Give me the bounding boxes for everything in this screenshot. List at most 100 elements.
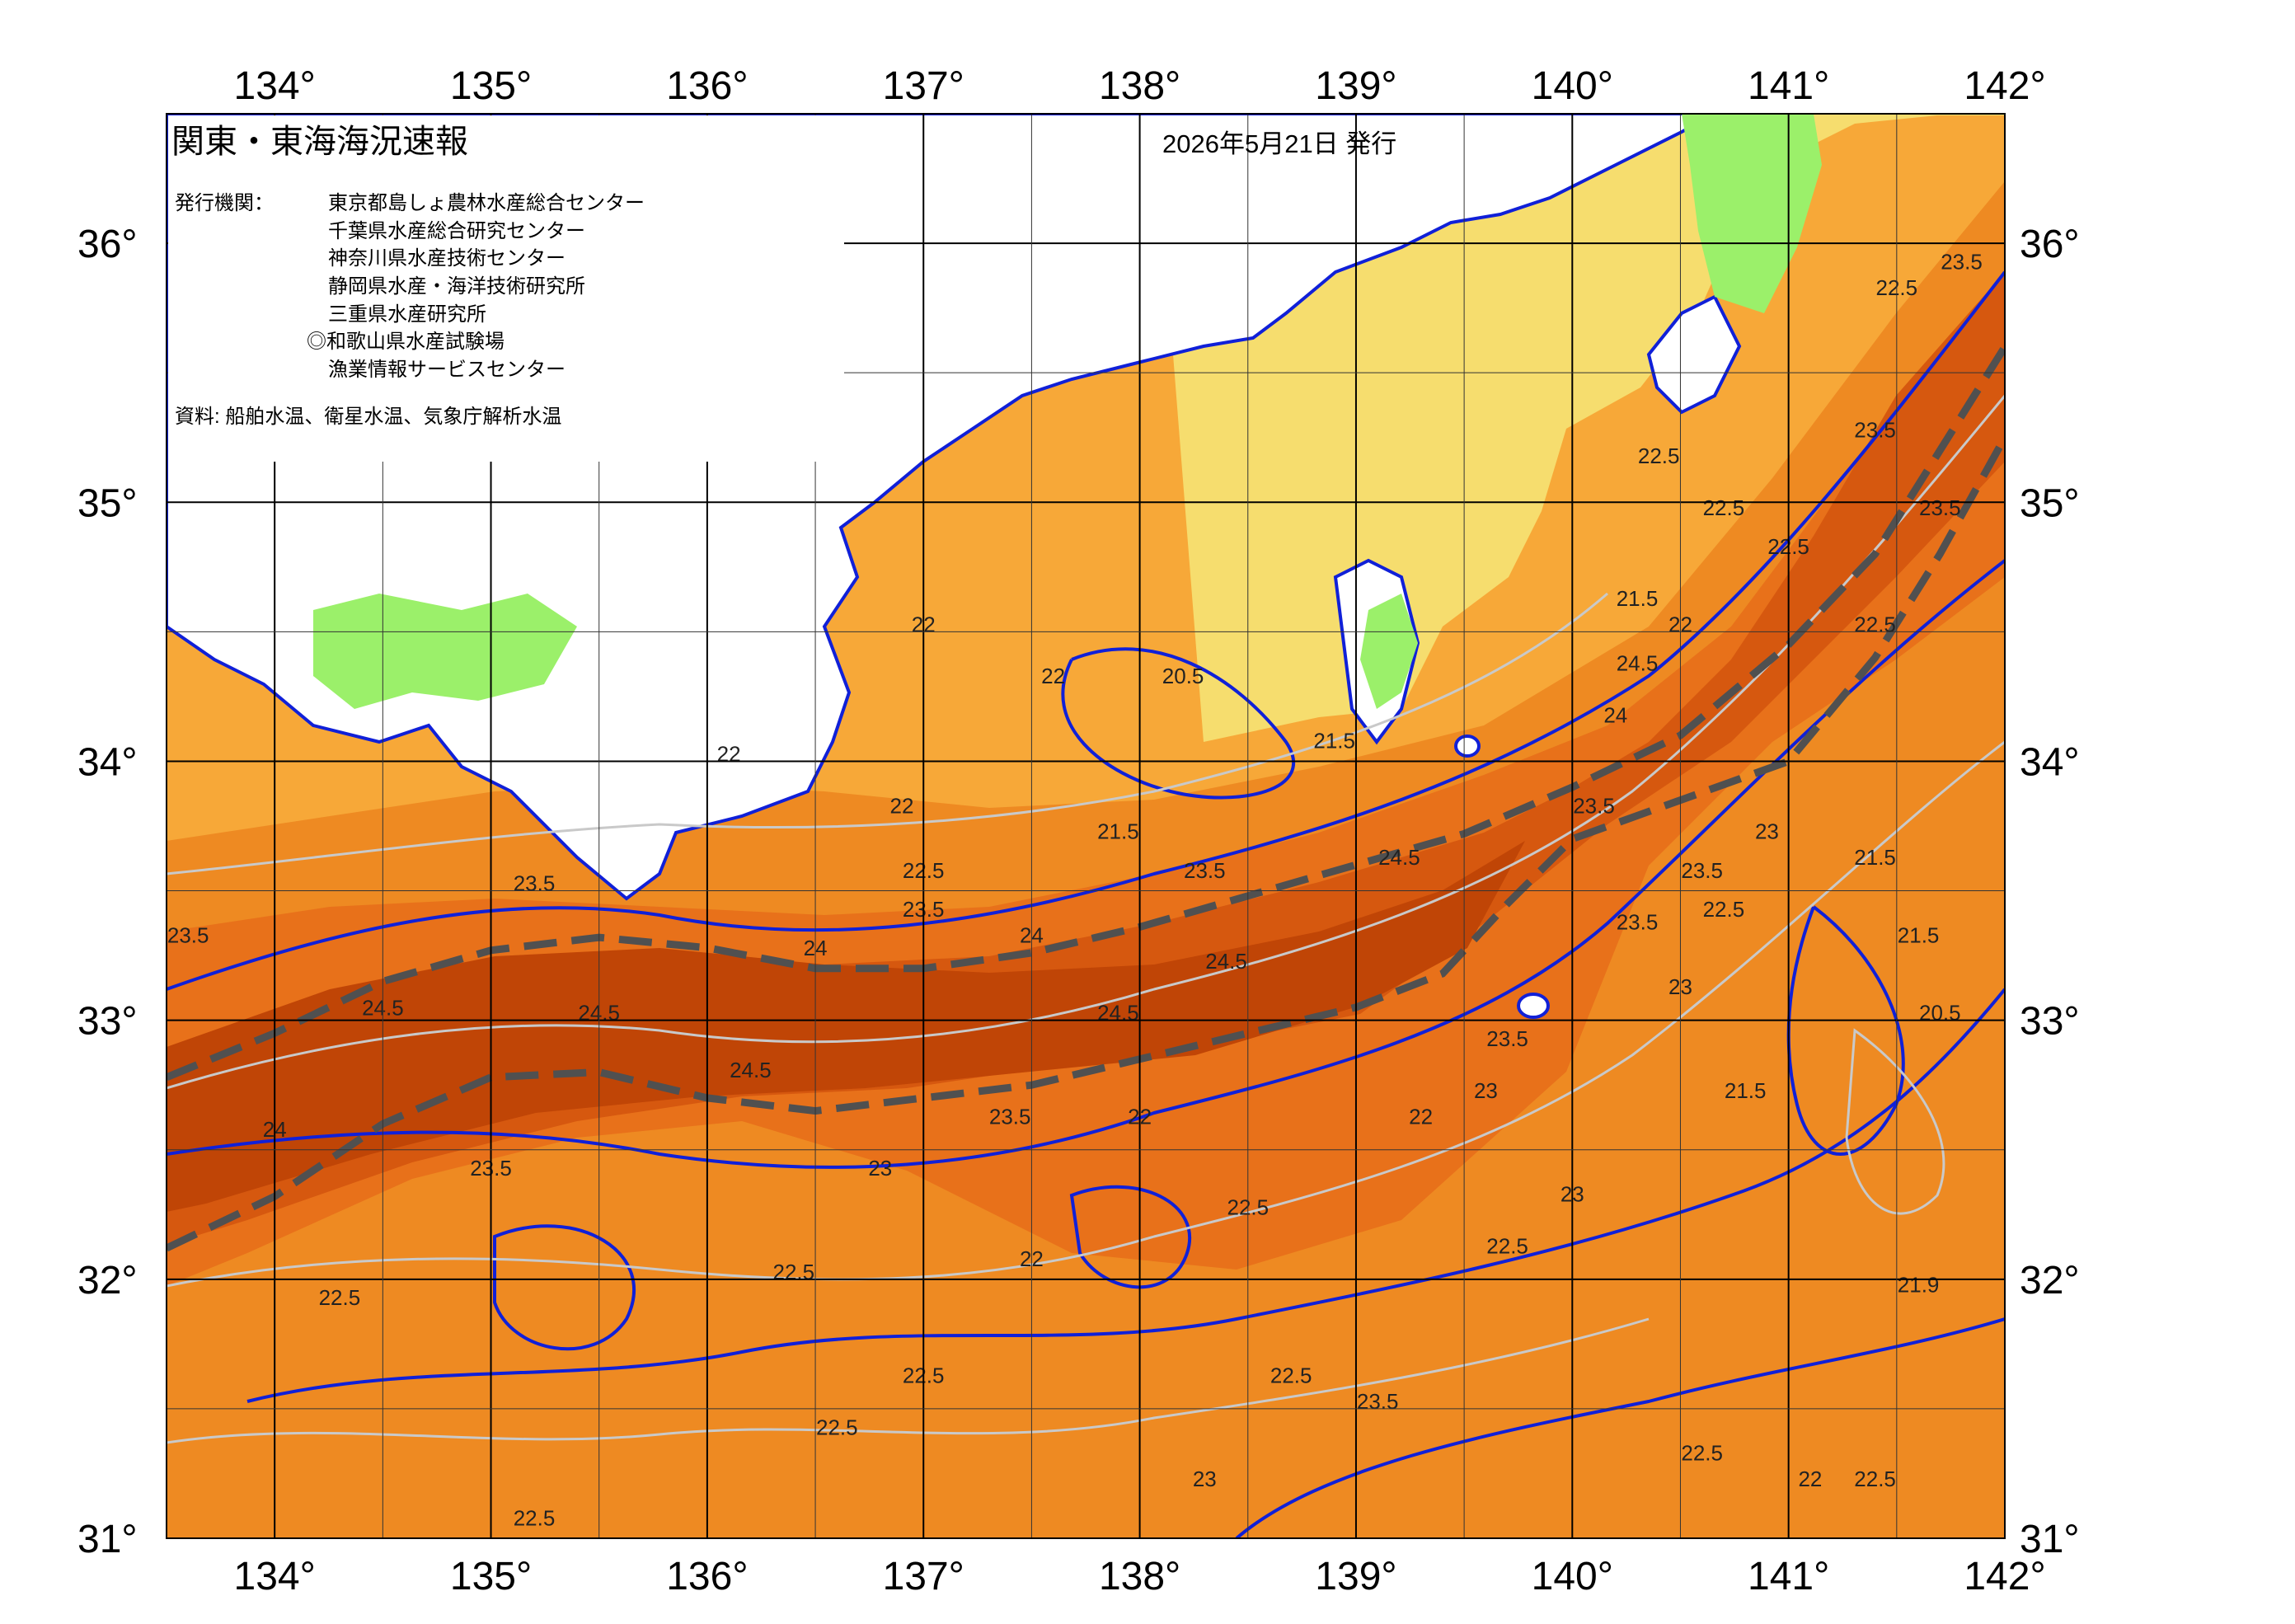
contour-value-label: 21.5 — [1097, 819, 1139, 844]
contour-value-label: 23.5 — [1919, 495, 1961, 520]
contour-value-label: 23.5 — [1941, 250, 1983, 275]
agency-4: 静岡県水産・海洋技術研究所 — [328, 275, 585, 298]
contour-value-label: 22.5 — [1681, 1441, 1723, 1466]
contour-value-label: 23 — [1755, 819, 1779, 844]
lon-tick-label: 141° — [1748, 1555, 1829, 1598]
contour-value-label: 22 — [1798, 1467, 1822, 1491]
lat-tick-label: 35° — [77, 481, 138, 525]
contour-value-label: 20.5 — [1919, 1001, 1961, 1026]
contour-value-label: 23.5 — [1617, 910, 1659, 935]
lon-tick-label: 137° — [883, 1555, 964, 1598]
lat-tick-label: 36° — [77, 223, 138, 266]
contour-value-label: 23 — [1474, 1078, 1498, 1103]
contour-value-label: 23.5 — [514, 871, 556, 896]
contour-value-label: 21.9 — [1898, 1273, 1940, 1298]
contour-value-label: 24.5 — [1378, 845, 1420, 870]
lon-tick-label: 134° — [234, 1555, 316, 1598]
lon-tick-label: 138° — [1099, 64, 1180, 108]
kuroshio-south-edge — [167, 435, 2005, 1252]
contour-value-label: 22.5 — [816, 1415, 858, 1439]
contour-value-label: 22.5 — [1703, 897, 1745, 922]
lon-tick-label: 140° — [1532, 64, 1613, 108]
lon-tick-label: 135° — [450, 1555, 532, 1598]
contour-value-label: 22 — [1409, 1104, 1433, 1129]
issue-date: 2026年5月21日 発行 — [1162, 129, 1396, 158]
lat-tick-label: 33° — [2020, 1000, 2080, 1044]
lon-tick-label: 142° — [1964, 1555, 2045, 1598]
contour-value-label: 24.5 — [1617, 651, 1659, 676]
lat-tick-label: 34° — [2020, 740, 2080, 784]
publisher-label: 発行機関： — [175, 192, 274, 214]
contour-value-label: 22.5 — [1270, 1364, 1312, 1388]
sst-band-23 — [167, 181, 2005, 1538]
contour-value-label: 22.5 — [1854, 612, 1896, 636]
lon-ticks-bottom: 134° 135° 136° 137° 138° 139° 140° 141° 142° — [234, 1555, 2046, 1598]
contour-value-label: 23.5 — [1357, 1389, 1399, 1414]
contour-value-label: 23.5 — [989, 1104, 1031, 1129]
contour-value-label: 23.5 — [1681, 858, 1723, 883]
lat-ticks-right: 36° 35° 34° 33° 32° 31° — [2020, 223, 2080, 1561]
lon-ticks-top: 134° 135° 136° 137° 138° 139° 140° 141° 142° — [234, 64, 2046, 108]
title-bg — [168, 115, 844, 462]
lon-tick-label: 134° — [234, 64, 316, 108]
agency-2: 千葉県水産総合研究センター — [328, 220, 585, 242]
lon-tick-label: 137° — [883, 64, 964, 108]
lon-tick-label: 136° — [666, 1555, 748, 1598]
contour-value-label: 22 — [1041, 664, 1065, 688]
lon-tick-label: 136° — [666, 64, 748, 108]
contour-value-label: 22.5 — [1486, 1233, 1528, 1258]
lon-tick-label: 140° — [1532, 1555, 1613, 1598]
lat-tick-label: 32° — [2020, 1259, 2080, 1302]
contour-value-label: 24 — [1603, 702, 1627, 727]
plot-frame — [166, 113, 2006, 1539]
lat-tick-label: 31° — [77, 1518, 138, 1561]
lat-tick-label: 35° — [2020, 481, 2080, 525]
bay-green — [1360, 594, 1418, 709]
lon-tick-label: 135° — [450, 64, 532, 108]
contour-value-label: 22.5 — [514, 1505, 556, 1530]
sst-band-24-5 — [167, 841, 1525, 1212]
contour-value-label: 22.5 — [1854, 1467, 1896, 1491]
contour-value-label: 24.5 — [1097, 1001, 1139, 1026]
contour-value-label: 24.5 — [730, 1058, 772, 1082]
agency-6: ◎和歌山県水産試験場 — [307, 331, 505, 353]
lon-tick-label: 141° — [1748, 64, 1829, 108]
lat-tick-label: 31° — [2020, 1518, 2080, 1561]
contour-value-label: 21.5 — [1725, 1078, 1767, 1103]
agency-1: 東京都島しょ農林水産総合センター — [328, 192, 645, 214]
agency-3: 神奈川県水産技術センター — [328, 247, 566, 270]
contour-value-label: 23.5 — [167, 922, 209, 947]
lon-tick-label: 139° — [1315, 64, 1396, 108]
contour-value-label: 21.5 — [1854, 845, 1896, 870]
inland-sea-green — [313, 594, 577, 709]
lat-tick-label: 32° — [77, 1259, 138, 1302]
contour-value-label: 23 — [1193, 1467, 1217, 1491]
map-title: 関東・東海海況速報 — [171, 124, 468, 160]
contour-value-label: 22.5 — [772, 1260, 814, 1284]
contour-value-label: 22 — [890, 793, 914, 818]
lon-tick-label: 139° — [1315, 1555, 1396, 1598]
contour-value-label: 21.5 — [1898, 922, 1940, 947]
contour-value-label: 23.5 — [1573, 793, 1615, 818]
agency-7: 漁業情報サービスセンター — [328, 359, 566, 381]
contour-value-label: 24.5 — [1205, 949, 1247, 974]
contour-value-label: 21.5 — [1313, 729, 1355, 753]
contour-value-label: 22.5 — [1703, 495, 1745, 520]
coastal-green — [1682, 114, 1822, 313]
contour-value-label: 22 — [717, 742, 741, 767]
contour-value-label: 23.5 — [1184, 858, 1226, 883]
contour-value-label: 20.5 — [1162, 664, 1204, 688]
data-source: 資料: 船舶水温、衛星水温、気象庁解析水温 — [175, 406, 561, 428]
contour-value-label: 22.5 — [319, 1285, 361, 1310]
lat-tick-label: 33° — [77, 1000, 138, 1044]
lat-ticks-left: 36° 35° 34° 33° 32° 31° — [77, 223, 138, 1561]
lat-tick-label: 34° — [77, 740, 138, 784]
contour-value-label: 23 — [868, 1156, 892, 1180]
lat-tick-label: 36° — [2020, 223, 2080, 266]
lon-tick-label: 142° — [1964, 64, 2045, 108]
contour-value-label: 23.5 — [1854, 418, 1896, 443]
agency-5: 三重県水産研究所 — [328, 303, 486, 326]
contour-value-label: 22.5 — [1638, 444, 1680, 468]
lon-tick-label: 138° — [1099, 1555, 1180, 1598]
